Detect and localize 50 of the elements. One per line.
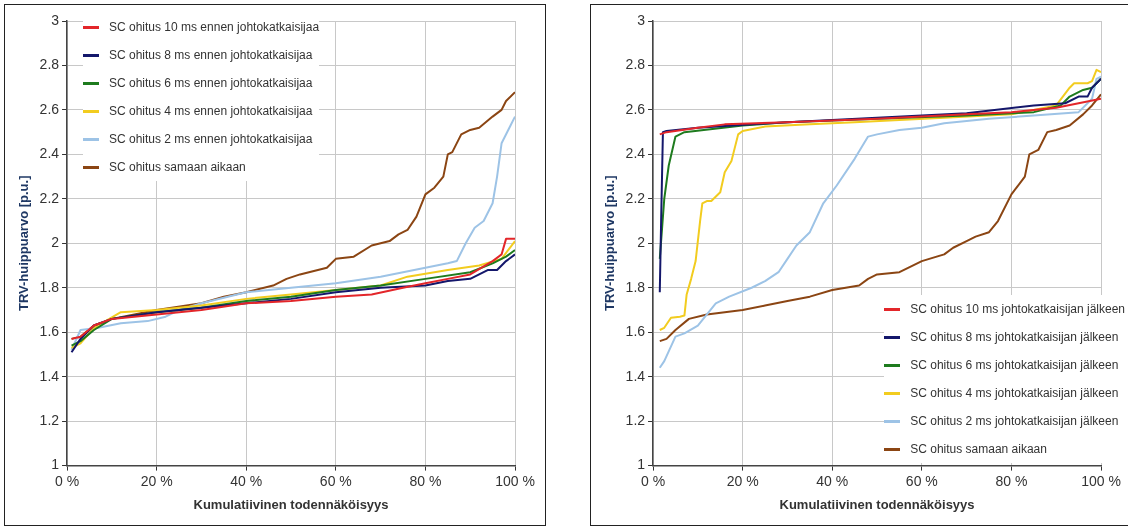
- x-tick-label: 20 %: [726, 472, 759, 489]
- legend-label: SC ohitus 4 ms ennen johtokatkaisijaa: [109, 104, 313, 118]
- y-tick-label: 2.8: [625, 56, 646, 73]
- y-tick-label: 1: [51, 456, 60, 473]
- y-tick-label: 3: [637, 11, 646, 28]
- x-tick-label: 100 %: [1081, 472, 1121, 489]
- x-tick-label: 100 %: [495, 472, 535, 489]
- y-axis-title: TRV-huippuarvo [p.u.]: [602, 175, 618, 312]
- y-tick-label: 2.4: [39, 145, 60, 162]
- y-tick-label: 2.2: [625, 189, 646, 206]
- y-tick-label: 1: [637, 456, 646, 473]
- legend-label: SC ohitus 10 ms johtokatkaisijan jälkeen: [910, 302, 1125, 316]
- y-tick-label: 2.4: [625, 145, 646, 162]
- x-tick-label: 80 %: [995, 472, 1028, 489]
- y-tick-label: 3: [51, 11, 60, 28]
- legend-label: SC ohitus 8 ms ennen johtokatkaisijaa: [109, 48, 313, 62]
- legend-label: SC ohitus samaan aikaan: [910, 442, 1047, 456]
- y-tick-label: 2: [637, 234, 646, 251]
- legend-label: SC ohitus samaan aikaan: [109, 160, 246, 174]
- y-tick-label: 1.8: [39, 278, 60, 295]
- x-tick-label: 60 %: [319, 472, 352, 489]
- y-tick-label: 2.2: [39, 189, 60, 206]
- x-tick-label: 80 %: [409, 472, 442, 489]
- y-tick-label: 1.6: [625, 323, 646, 340]
- x-tick-label: 0 %: [55, 472, 80, 489]
- x-tick-label: 20 %: [140, 472, 173, 489]
- y-tick-label: 2.6: [625, 100, 646, 117]
- y-tick-label: 1.4: [625, 367, 646, 384]
- x-tick-label: 40 %: [816, 472, 849, 489]
- legend-label: SC ohitus 6 ms johtokatkaisijan jälkeen: [910, 358, 1119, 372]
- x-axis-title: Kumulatiivinen todennäköisyys: [779, 496, 975, 512]
- legend-label: SC ohitus 8 ms johtokatkaisijan jälkeen: [910, 330, 1119, 344]
- x-axis-title: Kumulatiivinen todennäköisyys: [193, 496, 389, 512]
- legend-label: SC ohitus 6 ms ennen johtokatkaisijaa: [109, 76, 313, 90]
- y-tick-label: 2.8: [39, 56, 60, 73]
- y-tick-label: 2.6: [39, 100, 60, 117]
- legend-label: SC ohitus 4 ms johtokatkaisijan jälkeen: [910, 386, 1119, 400]
- y-tick-label: 2: [51, 234, 60, 251]
- legend-label: SC ohitus 2 ms ennen johtokatkaisijaa: [109, 132, 313, 146]
- legend-label: SC ohitus 2 ms johtokatkaisijan jälkeen: [910, 414, 1119, 428]
- x-tick-label: 60 %: [905, 472, 938, 489]
- y-tick-label: 1.4: [39, 367, 60, 384]
- y-axis-title: TRV-huippuarvo [p.u.]: [16, 175, 32, 312]
- x-tick-label: 0 %: [641, 472, 666, 489]
- y-tick-label: 1.6: [39, 323, 60, 340]
- y-tick-label: 1.8: [625, 278, 646, 295]
- y-tick-label: 1.2: [625, 412, 646, 428]
- legend-label: SC ohitus 10 ms ennen johtokatkaisijaa: [109, 20, 320, 34]
- x-tick-label: 40 %: [230, 472, 263, 489]
- y-tick-label: 1.2: [39, 412, 60, 428]
